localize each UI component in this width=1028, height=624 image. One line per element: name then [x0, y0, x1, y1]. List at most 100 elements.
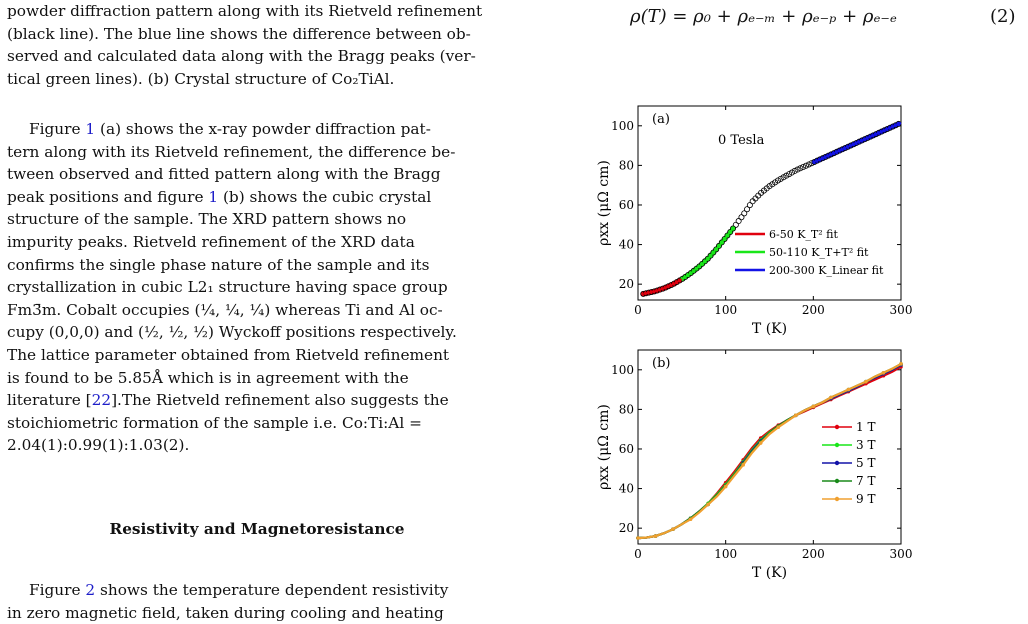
y-axis-label: ρxx (μΩ cm)	[596, 160, 612, 246]
legend-label: 7 T	[856, 474, 875, 488]
text-span: tween observed and fitted pattern along …	[7, 165, 441, 184]
legend-label: 50-110 K_T+T² fit	[769, 246, 869, 259]
text-line: cupy (0,0,0) and (½, ½, ½) Wyckoff posit…	[7, 321, 457, 344]
text-line: confirms the single phase nature of the …	[7, 254, 457, 277]
text-span: (b) shows the cubic crystal	[218, 187, 432, 206]
legend-label: 3 T	[856, 438, 875, 452]
text-span: literature [	[7, 391, 92, 410]
x-tick-label: 200	[802, 547, 825, 561]
series-marker	[794, 413, 798, 418]
y-tick-label: 80	[619, 402, 634, 416]
series-marker	[671, 527, 675, 531]
plot-frame	[637, 105, 902, 301]
series-marker	[846, 387, 851, 392]
caption-line: served and calculated data along with th…	[7, 47, 476, 66]
figure-2: 0 100 200 300 20 40 60 80 100 T (K) ρxx (μΩ cm) (a)…	[556, 96, 928, 601]
legend-label: 6-50 K_T² fit	[769, 228, 839, 241]
text-line: tern along with its Rietveld refinement,…	[7, 141, 457, 164]
data-point	[805, 161, 812, 168]
fit-line	[681, 226, 736, 281]
text-line: crystallization in cubic L2₁ structure h…	[7, 276, 457, 299]
series-marker	[723, 484, 728, 489]
data-point	[738, 214, 745, 221]
x-axis-label: T (K)	[752, 565, 787, 581]
series-marker	[706, 502, 710, 507]
text-span: The lattice parameter obtained from Riet…	[7, 345, 450, 364]
data-point	[802, 162, 809, 169]
text-span: peak positions and figure	[7, 187, 209, 206]
legend-marker	[834, 478, 840, 484]
y-tick-label: 40	[619, 238, 634, 252]
legend-marker	[834, 496, 840, 502]
data-point	[741, 210, 748, 217]
text-span: 2.04(1):0.99(1):1.03(2).	[7, 436, 190, 455]
text-line: Figure 1 (a) shows the x-ray powder diff…	[7, 118, 457, 141]
text-line: Figure 2 shows the temperature dependent…	[7, 579, 448, 602]
section-heading: Resistivity and Magnetoresistance	[109, 520, 405, 538]
equation-2: ρ(T) = ρ₀ + ρₑ₋ₘ + ρₑ₋ₚ + ρₑ₋ₑ	[630, 6, 897, 27]
text-span: stoichiometric formation of the sample i…	[7, 413, 422, 432]
legend-label: 1 T	[856, 420, 875, 434]
reference-link[interactable]: 22	[91, 391, 112, 410]
caption-line: tical green lines). (b) Crystal structur…	[7, 69, 395, 88]
legend-label: 200-300 K_Linear fit	[769, 264, 884, 277]
legend-marker	[834, 424, 840, 430]
plot-frame	[637, 349, 902, 545]
text-line: Fm3̄m. Cobalt occupies (¼, ¼, ¼) whereas…	[7, 299, 457, 322]
series-line	[637, 365, 902, 540]
y-tick-label: 80	[619, 158, 634, 172]
data-point	[797, 165, 804, 172]
y-axis-label: ρxx (μΩ cm)	[596, 404, 612, 490]
x-tick-label: 0	[634, 303, 642, 317]
text-span: Figure	[29, 581, 86, 599]
series-marker	[899, 362, 903, 366]
legend-marker	[834, 460, 840, 466]
text-line: structure of the sample. The XRD pattern…	[7, 208, 457, 231]
panel-label: (a)	[652, 112, 670, 127]
text-span: (a) shows the x-ray powder diffraction p…	[95, 120, 431, 138]
text-line: The lattice parameter obtained from Riet…	[7, 344, 457, 367]
series-marker	[653, 534, 658, 538]
legend-label: 9 T	[856, 492, 875, 506]
text-span: is found to be 5.85Å which is in agreeme…	[7, 368, 409, 387]
series-marker	[688, 517, 693, 522]
text-span: ].The Rietveld refinement also suggests …	[111, 391, 449, 410]
caption-line: (black line). The blue line shows the di…	[7, 24, 471, 43]
text-span: Figure	[29, 120, 86, 138]
x-tick-label: 300	[890, 303, 913, 317]
series-marker	[741, 463, 745, 467]
panel-label: (b)	[652, 356, 670, 371]
reference-link[interactable]: 1	[85, 120, 96, 138]
text-span: tern along with its Rietveld refinement,…	[7, 142, 456, 161]
y-tick-label: 100	[611, 363, 634, 377]
data-point	[732, 221, 739, 228]
legend-label: 5 T	[856, 456, 875, 470]
text-span: structure of the sample. The XRD pattern…	[7, 210, 407, 229]
y-tick-label: 40	[619, 482, 634, 496]
data-point	[800, 164, 807, 171]
series-line	[637, 362, 902, 540]
caption-line: powder diffraction pattern along with it…	[7, 2, 483, 20]
text-line: literature [22].The Rietveld refinement …	[7, 389, 457, 412]
reference-link[interactable]: 1	[208, 187, 219, 206]
x-tick-label: 100	[714, 303, 737, 317]
text-line: stoichiometric formation of the sample i…	[7, 412, 457, 435]
text-line: in zero magnetic field, taken during coo…	[7, 602, 448, 624]
data-point	[746, 202, 753, 209]
paragraph-xrd: Figure 1 (a) shows the x-ray powder diff…	[7, 118, 457, 457]
text-line: peak positions and figure 1 (b) shows th…	[7, 186, 457, 209]
series-marker	[776, 425, 781, 430]
data-point	[794, 166, 801, 173]
data-point	[735, 218, 742, 225]
series-marker	[758, 441, 763, 445]
fit-line	[643, 278, 683, 295]
x-tick-label: 0	[634, 547, 642, 561]
series-marker	[636, 536, 640, 540]
data-point	[791, 167, 798, 174]
y-tick-label: 100	[611, 119, 634, 133]
x-tick-label: 300	[890, 547, 913, 561]
x-tick-label: 200	[802, 303, 825, 317]
equation-number: (2)	[990, 6, 1016, 27]
reference-link[interactable]: 2	[85, 581, 96, 599]
